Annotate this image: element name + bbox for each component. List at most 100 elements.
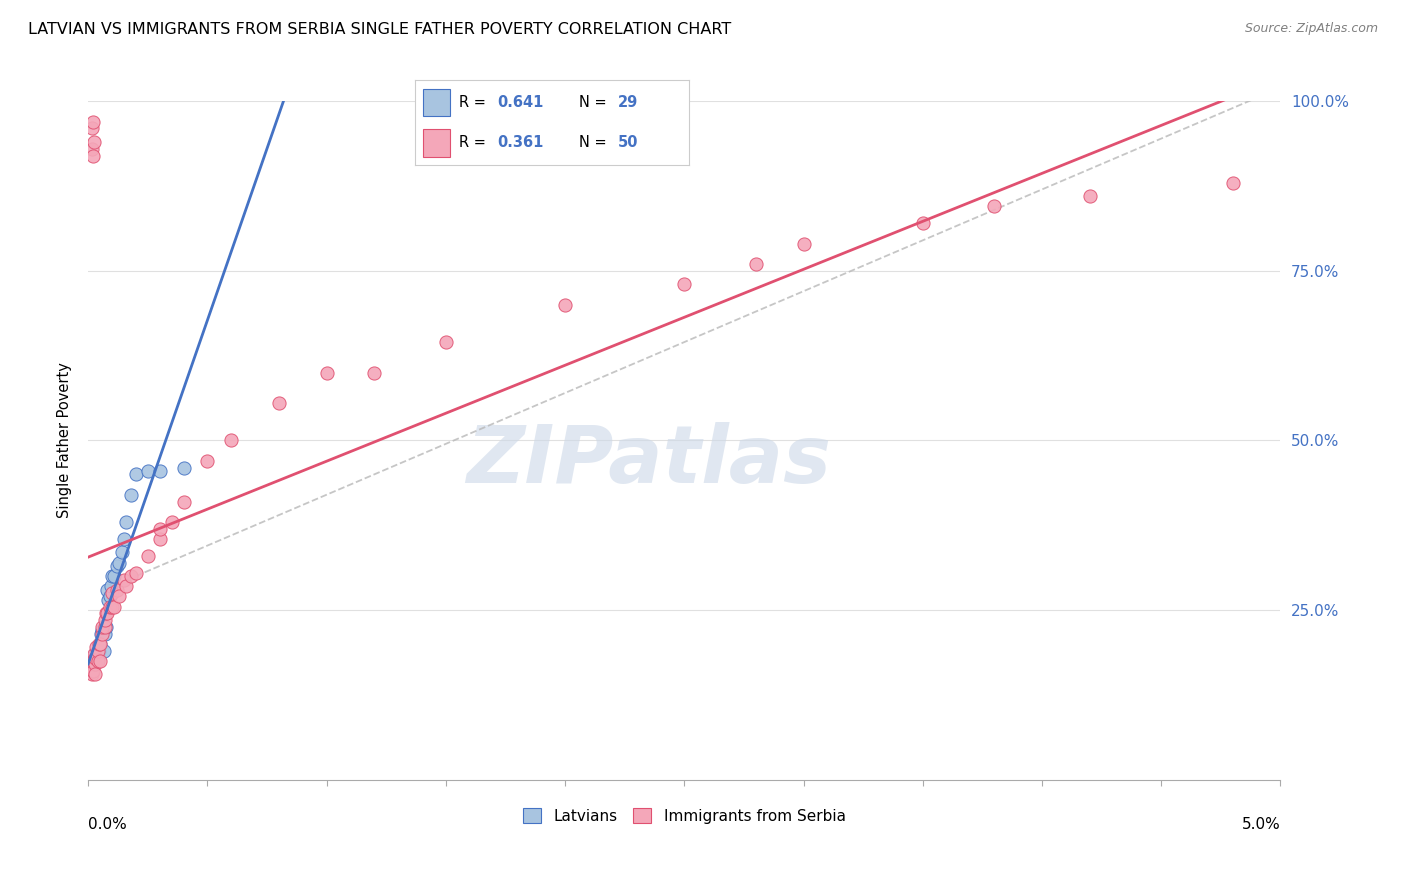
- Text: 29: 29: [617, 95, 638, 110]
- Point: [792, 236, 814, 251]
- Point: [267, 396, 290, 410]
- Point: [149, 464, 172, 478]
- Point: [173, 460, 195, 475]
- Point: [125, 467, 148, 482]
- Point: [91, 627, 114, 641]
- Point: [136, 549, 159, 563]
- Point: [91, 620, 114, 634]
- Text: R =: R =: [458, 136, 491, 151]
- Point: [315, 366, 337, 380]
- Point: [82, 114, 104, 128]
- Point: [136, 464, 159, 478]
- Text: LATVIAN VS IMMIGRANTS FROM SERBIA SINGLE FATHER POVERTY CORRELATION CHART: LATVIAN VS IMMIGRANTS FROM SERBIA SINGLE…: [28, 22, 731, 37]
- Point: [103, 599, 125, 614]
- Point: [86, 640, 108, 655]
- Point: [110, 545, 132, 559]
- Point: [195, 454, 218, 468]
- Point: [86, 650, 108, 665]
- Point: [108, 556, 131, 570]
- Text: ZIPatlas: ZIPatlas: [465, 422, 831, 500]
- Text: N =: N =: [579, 95, 612, 110]
- Point: [94, 620, 117, 634]
- Point: [94, 607, 117, 621]
- Point: [89, 637, 111, 651]
- Point: [434, 335, 457, 350]
- Point: [91, 624, 114, 638]
- Point: [87, 644, 110, 658]
- Point: [745, 257, 768, 271]
- Point: [149, 522, 172, 536]
- Point: [105, 582, 128, 597]
- Text: 0.641: 0.641: [498, 95, 543, 110]
- Point: [96, 582, 118, 597]
- Point: [173, 494, 195, 508]
- Y-axis label: Single Father Poverty: Single Father Poverty: [58, 362, 72, 518]
- Point: [93, 644, 115, 658]
- Point: [84, 650, 107, 665]
- Text: 50: 50: [617, 136, 638, 151]
- Point: [90, 627, 112, 641]
- Point: [80, 142, 103, 156]
- Point: [82, 664, 104, 678]
- Point: [219, 434, 242, 448]
- Point: [96, 607, 118, 621]
- Point: [101, 569, 124, 583]
- Text: Source: ZipAtlas.com: Source: ZipAtlas.com: [1244, 22, 1378, 36]
- Text: 0.361: 0.361: [498, 136, 543, 151]
- Point: [105, 558, 128, 573]
- Text: 0.0%: 0.0%: [89, 817, 127, 832]
- Point: [84, 647, 107, 661]
- Point: [82, 657, 104, 672]
- Text: R =: R =: [458, 95, 491, 110]
- Point: [673, 277, 696, 292]
- Point: [120, 488, 142, 502]
- Point: [112, 532, 135, 546]
- Point: [125, 566, 148, 580]
- Point: [160, 515, 183, 529]
- Point: [554, 298, 576, 312]
- Point: [98, 590, 121, 604]
- Point: [94, 620, 117, 634]
- Point: [82, 148, 104, 162]
- Point: [79, 654, 101, 668]
- Point: [1078, 189, 1101, 203]
- Point: [94, 627, 117, 641]
- Point: [101, 599, 124, 614]
- Point: [149, 532, 172, 546]
- Text: 5.0%: 5.0%: [1241, 817, 1281, 832]
- Point: [101, 586, 124, 600]
- Point: [89, 654, 111, 668]
- Point: [80, 121, 103, 136]
- Point: [82, 654, 104, 668]
- Point: [83, 647, 105, 661]
- Text: N =: N =: [579, 136, 612, 151]
- Legend: Latvians, Immigrants from Serbia: Latvians, Immigrants from Serbia: [517, 802, 852, 830]
- Point: [120, 569, 142, 583]
- Point: [97, 592, 120, 607]
- Point: [86, 654, 108, 668]
- Point: [83, 135, 105, 149]
- Point: [87, 637, 110, 651]
- Point: [983, 199, 1005, 213]
- Point: [86, 644, 108, 658]
- Point: [84, 657, 107, 672]
- Point: [108, 590, 131, 604]
- Point: [89, 637, 111, 651]
- Point: [115, 515, 138, 529]
- Point: [84, 667, 107, 681]
- Point: [363, 366, 385, 380]
- Point: [86, 654, 108, 668]
- Point: [80, 654, 103, 668]
- Bar: [423, 129, 450, 157]
- Point: [911, 216, 934, 230]
- Point: [103, 569, 125, 583]
- Point: [80, 667, 103, 681]
- Point: [1222, 176, 1244, 190]
- Bar: [423, 89, 450, 116]
- Point: [83, 650, 105, 665]
- Point: [112, 573, 135, 587]
- Point: [100, 579, 122, 593]
- Point: [94, 613, 117, 627]
- Point: [98, 599, 121, 614]
- Point: [80, 657, 103, 672]
